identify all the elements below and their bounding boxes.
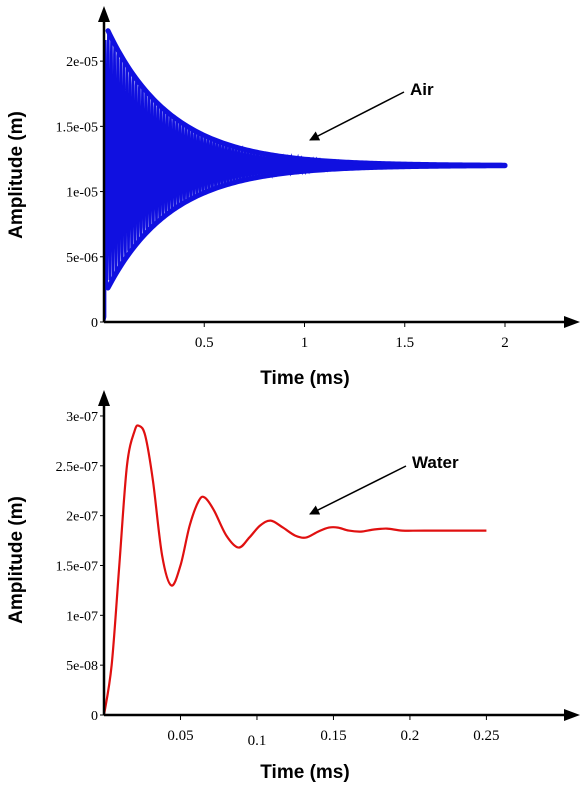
chart-water-series-line	[102, 424, 487, 716]
chart-air-y-tick-label: 1e-05	[66, 186, 98, 201]
chart-water-y-tick-label: 3e-07	[66, 410, 98, 425]
chart-water-y-tick-label: 1.5e-07	[56, 559, 98, 574]
chart-water-x-axis-arrow	[564, 709, 580, 721]
chart-water-y-tick-label: 5e-08	[66, 659, 98, 674]
chart-air: 0.5 1 1.5 2 0 5e-06 1e-05 1.5e-05 2e-05 Time (m…	[6, 6, 580, 389]
chart-air-x-tick-label: 1	[301, 335, 309, 351]
chart-water-y-tick-label: 1e-07	[66, 609, 98, 624]
chart-water-x-tick-label: 0.2	[401, 728, 420, 744]
chart-air-annotation-arrow	[309, 91, 405, 141]
chart-water-y-ticks: 0 5e-08 1e-07 1.5e-07 2e-07 2.5e-07 3e-07	[56, 410, 104, 724]
chart-air-series-line	[102, 31, 506, 323]
chart-air-annotation: Air	[410, 80, 434, 99]
chart-water-y-tick-label: 2e-07	[66, 510, 98, 525]
chart-water-y-tick-label: 2.5e-07	[56, 460, 98, 475]
chart-air-series-lower-envelope	[105, 163, 508, 291]
chart-water-annotation: Water	[412, 453, 459, 472]
chart-air-plot-area	[102, 28, 508, 323]
chart-air-y-axis-label: Amplitude (m)	[6, 111, 27, 239]
chart-water-x-ticks: 0.05 0.1 0.15 0.2 0.25	[167, 715, 500, 749]
chart-water: 0.05 0.1 0.15 0.2 0.25 0 5e-08 1e-07 1.5e-07 2e-…	[6, 390, 580, 783]
chart-air-x-axis-label: Time (ms)	[260, 368, 349, 389]
chart-air-x-tick-label: 1.5	[395, 335, 414, 351]
chart-water-x-axis-label: Time (ms)	[260, 762, 349, 783]
chart-air-y-tick-label: 1.5e-05	[56, 120, 98, 135]
chart-air-x-tick-label: 2	[501, 335, 509, 351]
chart-air-y-tick-label: 2e-05	[66, 55, 98, 70]
chart-air-x-axis-arrow	[564, 316, 580, 328]
chart-water-y-axis-arrow	[98, 390, 110, 406]
chart-air-x-tick-label: 0.5	[195, 335, 214, 351]
chart-water-x-tick-label: 0.05	[167, 728, 193, 744]
chart-water-plot-area	[102, 424, 487, 716]
chart-water-y-tick-label: 0	[91, 709, 98, 724]
chart-water-x-tick-label: 0.1	[248, 733, 267, 749]
chart-air-y-axis-arrow	[98, 6, 110, 22]
chart-water-y-axis-label: Amplitude (m)	[6, 496, 27, 624]
chart-water-annotation-arrow	[309, 465, 407, 515]
chart-air-y-ticks: 0 5e-06 1e-05 1.5e-05 2e-05	[56, 55, 104, 331]
chart-air-y-tick-label: 0	[91, 316, 98, 331]
chart-air-x-ticks: 0.5 1 1.5 2	[195, 322, 509, 351]
chart-water-x-tick-label: 0.15	[320, 728, 346, 744]
chart-air-y-tick-label: 5e-06	[66, 251, 98, 266]
chart-water-x-tick-label: 0.25	[473, 728, 499, 744]
